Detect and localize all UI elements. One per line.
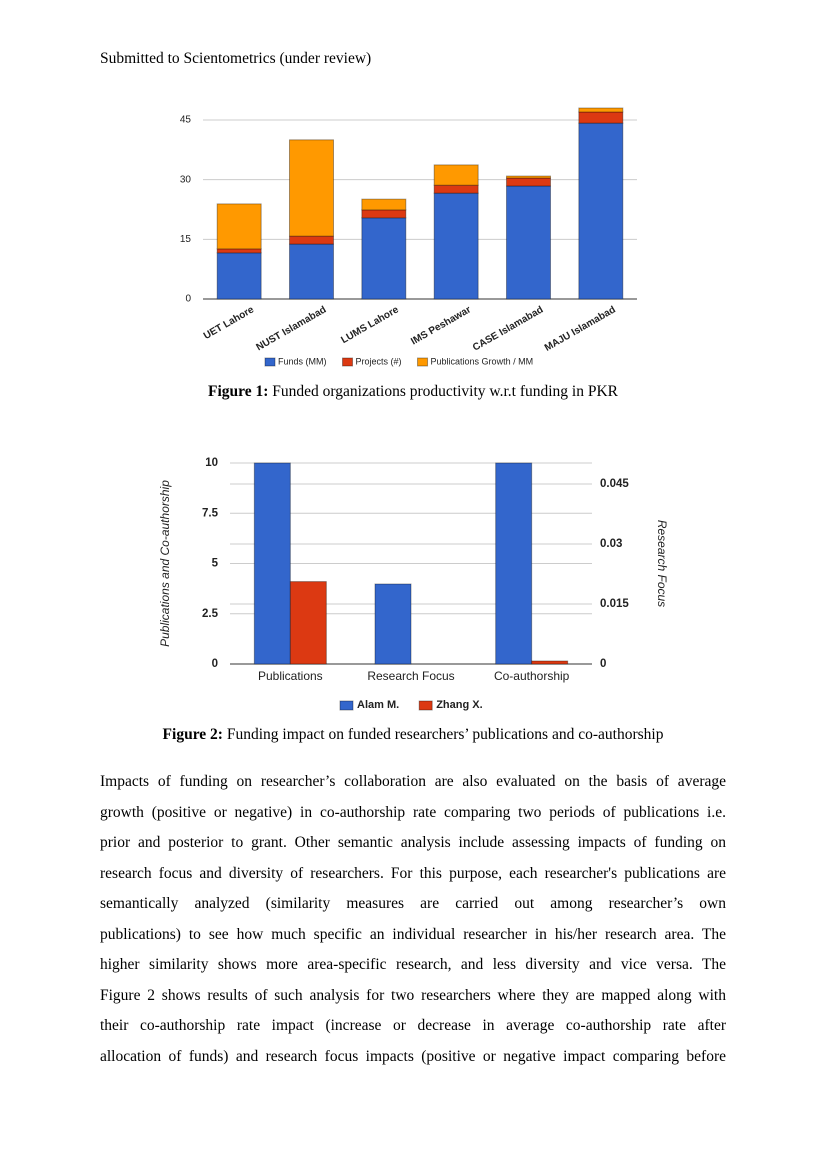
bar xyxy=(289,581,327,665)
bar xyxy=(289,235,334,245)
bar xyxy=(495,462,533,665)
y-tick-label: 2.5 xyxy=(202,608,219,620)
running-header: Submitted to Scientometrics (under revie… xyxy=(100,50,372,67)
bar xyxy=(361,217,407,300)
y-tick-label: 5 xyxy=(212,558,219,570)
bar xyxy=(506,177,551,187)
figure-caption: Figure 1: Funded organizations productiv… xyxy=(0,383,826,401)
text-line: research focus and diversity of research… xyxy=(100,864,726,882)
x-tick-label: MAJU Islamabad xyxy=(543,304,618,354)
y-axis-title: Publications and Co-authorship xyxy=(158,480,172,647)
caption-label: Figure 1: xyxy=(207,383,269,400)
text-line: growth (positive or negative) in co-auth… xyxy=(100,803,726,821)
legend-label: Projects (#) xyxy=(356,356,402,366)
caption-text: Funding impact on funded researchers’ pu… xyxy=(226,726,664,743)
x-tick-label: NUST Islamabad xyxy=(254,304,328,353)
bar xyxy=(216,252,262,300)
y-tick-label: 45 xyxy=(180,115,192,126)
text-line: allocation of funds) and research focus … xyxy=(100,1047,726,1065)
bar xyxy=(374,583,412,665)
bar xyxy=(216,248,262,254)
x-tick-label: Co-authorship xyxy=(494,669,570,683)
bar xyxy=(578,122,624,300)
bar xyxy=(361,209,407,219)
text-line: their co-authorship rate impact (increas… xyxy=(100,1017,726,1034)
legend-label: Funds (MM) xyxy=(278,356,327,366)
bar xyxy=(578,111,624,124)
bar xyxy=(578,107,624,113)
bar xyxy=(433,184,479,194)
bar xyxy=(289,139,334,237)
legend-label: Alam M. xyxy=(357,699,399,711)
text-line: publications) to see how much specific a… xyxy=(100,925,726,943)
legend-swatch xyxy=(264,357,276,367)
text-line: Figure 2 shows results of such analysis … xyxy=(100,986,726,1004)
text-line: Impacts of funding on researcher’s colla… xyxy=(100,773,726,790)
caption-text: Funded organizations productivity w.r.t … xyxy=(272,383,618,400)
bar xyxy=(433,164,479,186)
y2-tick-label: 0 xyxy=(600,658,606,670)
legend-swatch xyxy=(342,357,354,367)
x-tick-label: UET Lahore xyxy=(202,304,256,342)
bar xyxy=(531,660,569,665)
bar xyxy=(289,243,334,300)
legend-swatch xyxy=(418,700,433,711)
y2-tick-label: 0.015 xyxy=(600,598,629,610)
y-tick-label: 0 xyxy=(212,658,218,670)
bar xyxy=(506,175,551,179)
legend-swatch xyxy=(417,357,429,367)
bar xyxy=(253,462,291,665)
y-tick-label: 10 xyxy=(205,457,218,469)
figure-caption: Figure 2: Funding impact on funded resea… xyxy=(0,726,826,744)
y2-axis-title: Research Focus xyxy=(655,520,669,607)
text-line: higher similarity shows more area-specif… xyxy=(100,956,726,973)
y-tick-label: 7.5 xyxy=(202,507,219,519)
bar xyxy=(433,192,479,300)
legend-swatch xyxy=(339,700,354,711)
y-tick-label: 0 xyxy=(185,294,191,305)
text-line: semantically analyzed (similarity measur… xyxy=(100,895,726,912)
legend-label: Zhang X. xyxy=(436,699,482,711)
bar xyxy=(361,198,407,211)
caption-label: Figure 2: xyxy=(162,726,223,743)
y-tick-label: 30 xyxy=(180,174,192,185)
x-tick-label: CASE Islamabad xyxy=(471,304,545,353)
bar xyxy=(506,185,551,300)
text-line: prior and posterior to grant. Other sema… xyxy=(100,834,726,851)
bar xyxy=(216,203,262,250)
x-tick-label: Publications xyxy=(258,669,323,683)
x-tick-label: Research Focus xyxy=(367,669,454,683)
legend-label: Publications Growth / MM xyxy=(431,356,534,366)
y-tick-label: 15 xyxy=(180,234,192,245)
x-tick-label: LUMS Lahore xyxy=(339,304,401,346)
y2-tick-label: 0.03 xyxy=(600,538,622,550)
x-tick-label: IMS Peshawar xyxy=(409,304,473,347)
y2-tick-label: 0.045 xyxy=(600,478,629,490)
